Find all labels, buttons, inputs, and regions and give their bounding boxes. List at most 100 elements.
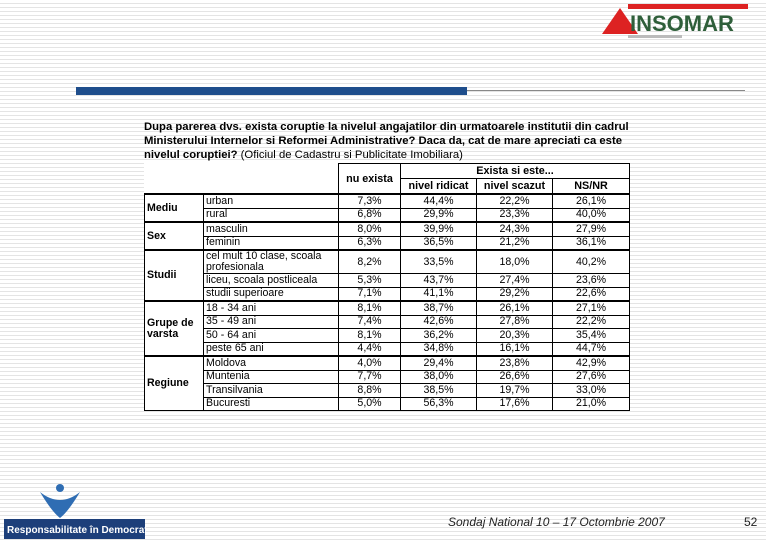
value-cell: 4,4% xyxy=(338,341,401,357)
data-row: feminin 6,3% 36,5% 21,2% 36,1% xyxy=(145,235,630,251)
value-cell: 40,0% xyxy=(552,207,630,223)
logo-bird xyxy=(40,492,80,518)
value-cell: 4,0% xyxy=(338,355,401,371)
value-cell: 27,8% xyxy=(476,314,553,329)
value-cell: 41,1% xyxy=(400,286,477,302)
data-row: studii superioare 7,1% 41,1% 29,2% 22,6% xyxy=(145,286,630,302)
value-cell: 26,1% xyxy=(476,300,553,316)
row-label: liceu, scoala postliceala xyxy=(203,273,339,288)
logo-caption: Responsabilitate în Democratie xyxy=(7,525,146,536)
column-header: nu exista xyxy=(338,163,401,195)
logo-text: INSOMAR xyxy=(630,11,734,36)
results-table: nu exista Exista si este... nivel ridicat n… xyxy=(144,163,630,411)
value-cell: 7,3% xyxy=(338,193,401,209)
value-cell: 40,2% xyxy=(552,249,630,274)
value-cell: 16,1% xyxy=(476,341,553,357)
header-row: nu exista Exista si este... xyxy=(145,163,630,195)
value-cell: 44,4% xyxy=(400,193,477,209)
value-cell: 22,2% xyxy=(476,193,553,209)
value-cell: 7,4% xyxy=(338,314,401,329)
value-cell: 8,0% xyxy=(338,221,401,237)
data-row: Sex masculin 8,0% 39,9% 24,3% 27,9% xyxy=(144,221,630,251)
value-cell: 27,6% xyxy=(552,369,630,384)
value-cell: 36,1% xyxy=(552,235,630,251)
data-row: Bucuresti 5,0% 56,3% 17,6% 21,0% xyxy=(145,396,630,411)
value-cell: 26,6% xyxy=(476,369,553,384)
table-body: nu exista Exista si este... nivel ridicat n… xyxy=(144,163,630,411)
data-row: liceu, scoala postliceala 5,3% 43,7% 27,4% 2… xyxy=(145,273,630,288)
group-label: Regiune xyxy=(144,355,204,411)
logo-strip xyxy=(628,4,748,9)
question-bold: Dupa parerea dvs. exista coruptie la niv… xyxy=(144,121,629,161)
logo-head xyxy=(56,484,64,492)
data-row: Mediu urban 7,3% 44,4% 22,2% 26,1% xyxy=(144,193,630,223)
value-cell: 26,1% xyxy=(552,193,630,209)
value-cell: 38,7% xyxy=(400,300,477,316)
data-row: rural 6,8% 29,9% 23,3% 40,0% xyxy=(145,207,630,223)
row-label: urban xyxy=(203,193,339,209)
row-label: peste 65 ani xyxy=(203,341,339,357)
value-cell: 27,1% xyxy=(552,300,630,316)
data-row: Muntenia 7,7% 38,0% 26,6% 27,6% xyxy=(145,369,630,384)
group-label: Studii xyxy=(144,249,204,302)
data-row: Transilvania 8,8% 38,5% 19,7% 33,0% xyxy=(145,383,630,398)
value-cell: 5,0% xyxy=(338,396,401,411)
value-cell: 23,6% xyxy=(552,273,630,288)
value-cell: 23,8% xyxy=(476,355,553,371)
row-label: feminin xyxy=(203,235,339,251)
row-label: rural xyxy=(203,207,339,223)
value-cell: 27,9% xyxy=(552,221,630,237)
value-cell: 6,3% xyxy=(338,235,401,251)
data-row: Studii cel mult 10 clase, scoala profesio… xyxy=(144,249,630,302)
rule xyxy=(467,90,745,91)
value-cell: 34,8% xyxy=(400,341,477,357)
value-cell: 36,5% xyxy=(400,235,477,251)
value-cell: 38,5% xyxy=(400,383,477,398)
value-cell: 23,3% xyxy=(476,207,553,223)
footer-logo: Responsabilitate în Democratie xyxy=(4,484,146,539)
value-cell: 22,2% xyxy=(552,314,630,329)
column-group-header: Exista si este... xyxy=(400,163,630,179)
value-cell: 44,7% xyxy=(552,341,630,357)
value-cell: 21,0% xyxy=(552,396,630,411)
question-note: (Oficiul de Cadastru si Publicitate Imob… xyxy=(237,149,463,161)
value-cell: 36,2% xyxy=(400,328,477,343)
header-row: nivel ridicat nivel scazut NS/NR xyxy=(145,178,630,195)
value-cell: 43,7% xyxy=(400,273,477,288)
data-row: 50 - 64 ani 8,1% 36,2% 20,3% 35,4% xyxy=(145,328,630,343)
value-cell: 21,2% xyxy=(476,235,553,251)
logo-shape xyxy=(602,8,638,34)
question: Dupa parerea dvs. exista coruptie la niv… xyxy=(144,120,634,162)
value-cell: 8,1% xyxy=(338,300,401,316)
value-cell: 19,7% xyxy=(476,383,553,398)
value-cell: 33,5% xyxy=(400,249,477,274)
page-number: 52 xyxy=(744,515,758,529)
value-cell: 7,1% xyxy=(338,286,401,302)
data-row: Grupe de varsta 18 - 34 ani 8,1% 38,7% 26,1%… xyxy=(144,300,630,357)
column-header: nivel scazut xyxy=(476,178,553,195)
value-cell: 39,9% xyxy=(400,221,477,237)
blank-cell xyxy=(145,164,339,195)
value-cell: 56,3% xyxy=(400,396,477,411)
value-cell: 29,4% xyxy=(400,355,477,371)
row-label: Moldova xyxy=(203,355,339,371)
row-label: Muntenia xyxy=(203,369,339,384)
value-cell: 6,8% xyxy=(338,207,401,223)
column-header: NS/NR xyxy=(552,178,630,195)
row-label: Bucuresti xyxy=(203,396,339,411)
row-label: cel mult 10 clase, scoala profesionala xyxy=(203,249,339,274)
survey-label: Sondaj National 10 – 17 Octombrie 2007 xyxy=(448,515,665,529)
value-cell: 8,8% xyxy=(338,383,401,398)
value-cell: 17,6% xyxy=(476,396,553,411)
value-cell: 24,3% xyxy=(476,221,553,237)
blue-bar xyxy=(76,87,467,95)
header-logo: INSOMAR xyxy=(602,4,748,38)
value-cell: 29,2% xyxy=(476,286,553,302)
value-cell: 42,9% xyxy=(552,355,630,371)
group-label: Sex xyxy=(144,221,204,251)
row-label: studii superioare xyxy=(203,286,339,302)
value-cell: 22,6% xyxy=(552,286,630,302)
group-label: Grupe de varsta xyxy=(144,300,204,357)
value-cell: 42,6% xyxy=(400,314,477,329)
